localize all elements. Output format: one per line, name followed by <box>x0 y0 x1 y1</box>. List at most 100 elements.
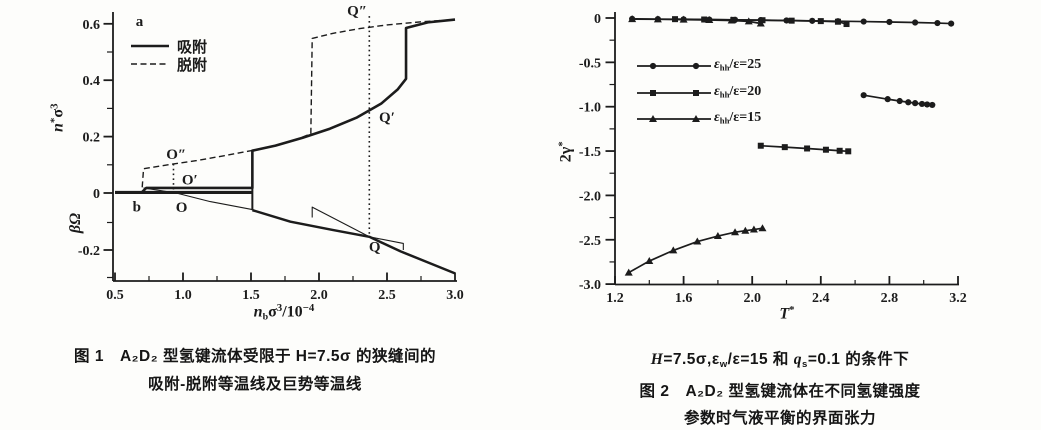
triangle-marker <box>653 15 662 23</box>
point-label-b: b <box>133 200 141 216</box>
point-label-Q′: Q′ <box>379 110 395 126</box>
fig1-ytick-label: 0.6 <box>83 18 101 33</box>
triangle-marker <box>692 115 700 122</box>
square-marker <box>836 147 843 154</box>
fig1-ytick-label: -0.2 <box>78 244 100 259</box>
point-label-O″: O″ <box>166 147 186 163</box>
fig2-legend-label-eps25: εhh/ε=25 <box>714 57 762 73</box>
fig2-xtick-label: 2.8 <box>881 291 899 306</box>
fig2-ytick-label: -3.0 <box>579 278 601 293</box>
point-label-Q: Q <box>369 240 381 256</box>
fig1-axes: 0.6 0.4 0.2 0 -0.2 0.5 1.0 1.5 2.0 2.5 3.0 <box>78 12 464 303</box>
fig2-xtick-label: 1.2 <box>606 291 624 306</box>
fig1-x-axis-label: nbσ3/10−4 <box>253 302 315 323</box>
fig2-xtick-label: 2.4 <box>812 291 830 306</box>
square-marker <box>817 18 824 25</box>
fig1-ytick-label: 0 <box>93 187 100 202</box>
fig2-xtick-label: 1.6 <box>675 291 693 306</box>
fig2-caption-line2: 参数时气液平衡的界面张力 <box>683 409 876 427</box>
fig1-series-adsorption-isotherm <box>141 18 456 193</box>
fig1-xtick-label: 2.0 <box>310 288 328 303</box>
fig2-ytick-label: -0.5 <box>579 56 601 71</box>
fig1-legend <box>131 44 169 65</box>
triangle-marker <box>731 228 740 236</box>
circle-marker <box>905 99 912 106</box>
square-marker <box>822 146 829 153</box>
fig2-caption-conditions: H=7.5σ,εw/ε=15 和 qs=0.1 的条件下 <box>650 351 910 370</box>
fig1-caption-line2: 吸附-脱附等温线及巨势等温线 <box>148 376 362 393</box>
triangle-marker <box>679 15 688 23</box>
fig1-xtick-label: 1.0 <box>174 288 192 303</box>
fig2-xtick-label: 2.0 <box>743 291 761 306</box>
square-marker <box>804 145 811 152</box>
fig1-y-axis-label-top: n*σ3 <box>48 103 67 132</box>
fig2-y-axis-label: 2γ* <box>556 141 575 163</box>
triangle-marker <box>713 232 722 240</box>
fig2-ytick-label: -1.0 <box>579 101 601 116</box>
circle-marker <box>918 100 926 108</box>
circle-marker <box>929 101 936 109</box>
triangle-marker <box>693 237 702 245</box>
triangle-marker <box>705 16 714 24</box>
square-marker <box>757 142 764 149</box>
triangle-marker <box>741 226 750 234</box>
square-marker <box>843 21 850 28</box>
square-marker <box>693 90 699 96</box>
fig1-xtick-label: 0.5 <box>106 288 124 303</box>
fig1-point-labels: a b O″ O′ O Q″ Q′ Q <box>133 3 395 255</box>
square-marker <box>834 18 841 25</box>
circle-marker <box>860 92 867 99</box>
square-marker <box>788 17 795 24</box>
fig1-series <box>115 18 456 275</box>
fig1-legend-label-adsorption: 吸附 <box>177 39 208 56</box>
triangle-marker <box>756 19 765 27</box>
fig1-series-metastable-branch-Q-post <box>369 236 404 250</box>
point-label-a: a <box>136 14 144 30</box>
circle-marker <box>886 18 893 26</box>
fig2-legend <box>637 62 711 122</box>
fig2-ytick-label: -1.5 <box>579 145 601 160</box>
fig1-ytick-label: 0.4 <box>83 74 101 89</box>
circle-marker <box>896 97 903 105</box>
fig1-caption: 图 1 A₂D₂ 型氢键流体受限于 H=7.5σ 的狭缝间的 吸附-脱附等温线及… <box>25 343 485 399</box>
fig1-series-metastable-branch-O <box>143 187 253 211</box>
triangle-marker <box>758 224 767 232</box>
point-label-O′: O′ <box>182 173 198 189</box>
circle-marker <box>692 62 700 70</box>
circle-marker <box>912 19 919 26</box>
square-marker <box>759 17 766 24</box>
figures-canvas: 0.6 0.4 0.2 0 -0.2 0.5 1.0 1.5 2.0 2.5 3.0 a b O″ O′ O Q… <box>78 3 967 306</box>
circle-marker <box>924 101 931 108</box>
circle-marker <box>912 100 919 107</box>
triangle-marker <box>749 225 758 233</box>
point-label-Q″: Q″ <box>347 3 367 19</box>
fig1-xtick-label: 3.0 <box>446 288 464 303</box>
fig2-caption-line1: 图 2 A₂D₂ 型氢键流体在不同氢键强度 <box>639 382 921 400</box>
fig1-series-grand-potential-main <box>251 208 456 275</box>
triangle-marker <box>624 268 633 276</box>
circle-marker <box>934 19 941 27</box>
fig2-ytick-label: 0 <box>594 12 601 27</box>
triangle-marker <box>645 257 654 265</box>
square-marker <box>781 144 788 151</box>
circle-marker <box>649 62 657 70</box>
fig2-x-axis-label: T* <box>779 304 795 323</box>
fig1-series-desorption-isotherm <box>141 18 456 188</box>
point-label-O: O <box>176 200 188 216</box>
fig2-legend-label-eps15: εhh/ε=15 <box>714 110 762 126</box>
circle-marker <box>860 18 867 25</box>
fig1-legend-label-desorption: 脱附 <box>177 57 208 74</box>
fig1-y-axis-label-bottom: βΩ <box>67 212 84 234</box>
fig1-xtick-label: 1.5 <box>242 288 260 303</box>
fig2-legend-label-eps20: εhh/ε=20 <box>714 84 762 100</box>
fig2-xtick-label: 3.2 <box>949 291 967 306</box>
triangle-marker <box>744 17 753 25</box>
fig2-caption: H=7.5σ,εw/ε=15 和 qs=0.1 的条件下 图 2 A₂D₂ 型氢… <box>560 346 1000 430</box>
triangle-marker <box>727 16 736 24</box>
fig2-axes: 0 -0.5 -1.0 -1.5 -2.0 -2.5 -3.0 1.2 1.6 2.0 2.4 2.8… <box>579 12 967 306</box>
triangle-marker <box>669 246 678 254</box>
fig2-ytick-label: -2.0 <box>579 189 601 204</box>
fig2-series-eps15-liquid-branch <box>628 227 763 274</box>
triangle-marker <box>649 115 657 122</box>
